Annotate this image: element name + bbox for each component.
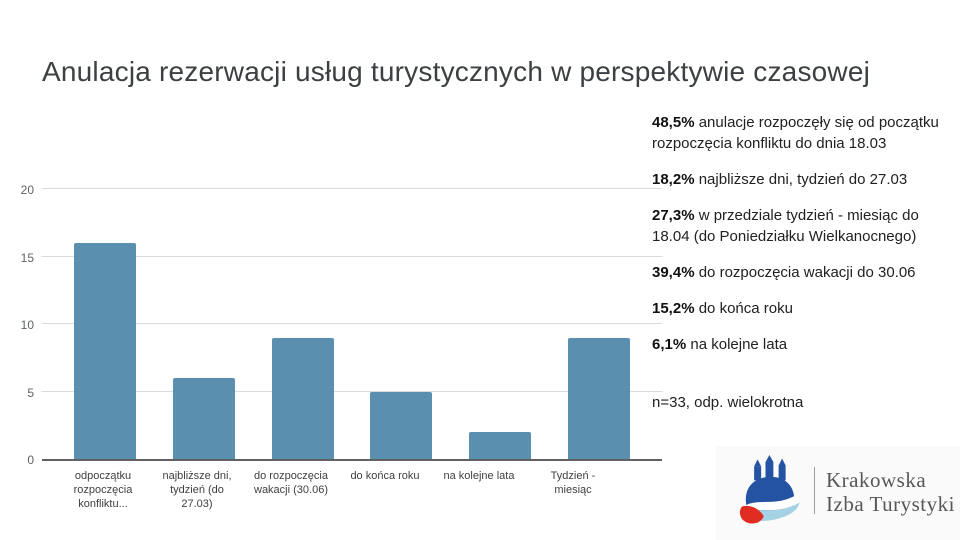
x-tick-label: Tydzień - miesiąc	[550, 470, 596, 496]
y-tick-label: 15	[20, 250, 34, 265]
logo-divider	[814, 467, 815, 514]
logo-text: Krakowska Izba Turystyki	[826, 468, 955, 516]
plot-area	[42, 188, 662, 461]
x-tick-label: najbliższe dni, tydzień (do 27.03)	[162, 470, 232, 510]
annotation-item: 27,3% w przedziale tydzień - miesiąc do …	[652, 205, 944, 247]
y-axis: 0 5 10 15 20	[12, 183, 36, 467]
logo-text-line1: Krakowska	[826, 468, 927, 492]
annotation-item: 39,4% do rozpoczęcia wakacji do 30.06	[652, 262, 944, 283]
annotation-text: do końca roku	[698, 300, 793, 317]
x-tick-label: odpoczątku rozpoczęcia konfliktu...	[73, 470, 133, 510]
sample-size-note: n=33, odp. wielokrotna	[652, 394, 804, 411]
annotation-percent: 6,1%	[652, 336, 687, 353]
bar-5	[468, 432, 531, 459]
annotation-percent: 48,5%	[652, 114, 695, 131]
y-tick-label: 10	[20, 318, 34, 332]
bar-chart: 0 5 10 15 20 odpoczątku rozpoczęcia konflikt…	[12, 182, 662, 527]
annotation-item: 6,1% na kolejne lata	[652, 334, 944, 355]
annotation-item: 48,5% anulacje rozpoczęły się od początk…	[652, 112, 944, 154]
y-tick-label: 0	[27, 453, 34, 467]
x-tick-label: na kolejne lata	[443, 470, 515, 482]
gridline	[42, 255, 662, 257]
bar-2	[172, 378, 235, 459]
annotation-text: do rozpoczęcia wakacji do 30.06	[698, 264, 916, 281]
slide-title: Anulacja rezerwacji usług turystycznych …	[42, 56, 871, 87]
annotation-percent: 15,2%	[652, 300, 695, 317]
wawel-castle-icon	[739, 455, 800, 524]
gridline	[42, 188, 662, 189]
annotation-percent: 39,4%	[652, 264, 695, 281]
bar-4	[370, 391, 433, 459]
kit-logo: Krakowska Izba Turystyki	[716, 446, 960, 540]
annotation-item: 15,2% do końca roku	[652, 298, 944, 319]
y-tick-label: 20	[20, 183, 34, 197]
bar-3	[271, 337, 334, 459]
bar-1	[74, 243, 137, 459]
x-tick-label: do rozpoczęcia wakacji (30.06)	[254, 470, 328, 496]
annotation-item: 18,2% najbliższe dni, tydzień do 27.03	[652, 169, 944, 190]
annotation-text: najbliższe dni, tydzień do 27.03	[698, 171, 908, 188]
gridline	[42, 390, 662, 392]
bar-6	[567, 337, 630, 459]
gridline	[42, 323, 662, 324]
annotation-block: 48,5% anulacje rozpoczęły się od początk…	[652, 112, 944, 413]
y-tick-label: 5	[27, 385, 34, 400]
annotation-text: na kolejne lata	[690, 336, 788, 353]
x-tick-label: do końca roku	[350, 470, 420, 482]
annotation-text: w przedziale tydzień - miesiąc do 18.04 …	[652, 207, 919, 245]
x-axis-labels: odpoczątku rozpoczęcia konfliktu... najbl…	[42, 469, 634, 511]
annotation-percent: 18,2%	[652, 171, 695, 188]
annotation-text: anulacje rozpoczęły się od początku rozp…	[652, 114, 939, 152]
logo-text-line2: Izba Turystyki	[826, 492, 955, 516]
annotation-percent: 27,3%	[652, 207, 695, 224]
